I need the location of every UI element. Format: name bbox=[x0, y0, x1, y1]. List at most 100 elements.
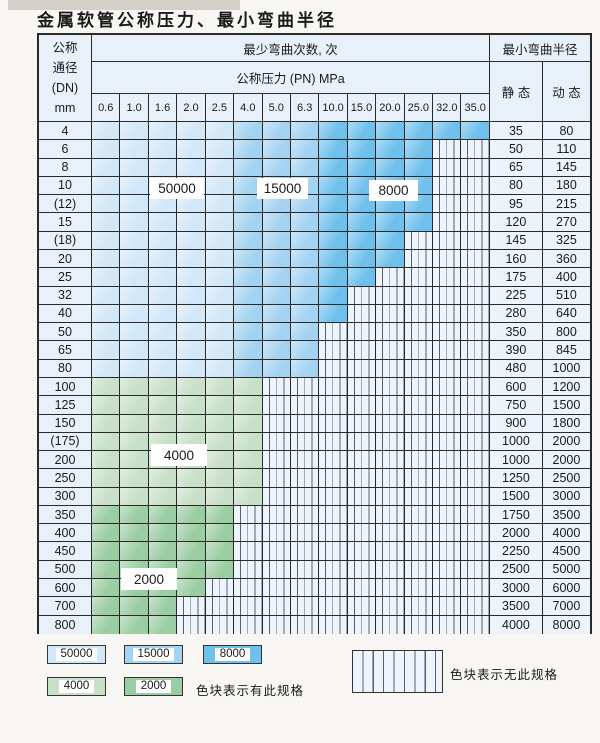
spec-cell bbox=[262, 304, 291, 324]
spec-cell bbox=[148, 304, 178, 324]
table-row: 150 900 1800 bbox=[39, 414, 590, 433]
spec-cell bbox=[205, 341, 235, 360]
spec-cell bbox=[262, 286, 291, 305]
spec-cell bbox=[92, 158, 121, 177]
no-spec-cell bbox=[319, 396, 348, 415]
no-spec-cell bbox=[205, 597, 235, 616]
pressure-col-header: 2.0 bbox=[177, 94, 206, 122]
dn-cell: 250 bbox=[39, 469, 92, 488]
dn-header-line: 通径 bbox=[52, 61, 78, 75]
no-spec-cell bbox=[262, 579, 291, 598]
dn-cell: 350 bbox=[39, 505, 92, 525]
no-spec-cell bbox=[404, 286, 434, 305]
no-spec-cell bbox=[461, 487, 490, 506]
no-spec-cell bbox=[461, 231, 490, 250]
static-value-cell: 80 bbox=[489, 176, 543, 196]
spec-cell bbox=[205, 323, 235, 342]
no-spec-cell bbox=[404, 579, 434, 598]
static-value-cell: 350 bbox=[489, 323, 543, 342]
legend-swatch: 2000 bbox=[124, 677, 183, 696]
table-row: 20 160 360 bbox=[39, 249, 590, 269]
spec-cell bbox=[205, 396, 235, 415]
spec-cell bbox=[177, 140, 206, 159]
no-spec-cell bbox=[404, 505, 434, 525]
no-spec-cell bbox=[433, 249, 462, 269]
no-spec-cell bbox=[262, 396, 291, 415]
no-spec-cell bbox=[461, 359, 490, 378]
spec-cell bbox=[120, 615, 149, 634]
static-value-cell: 1000 bbox=[489, 451, 543, 470]
spec-cell bbox=[347, 122, 377, 141]
pressure-col-header: 35.0 bbox=[461, 94, 490, 122]
dn-cell: 80 bbox=[39, 359, 92, 378]
no-spec-cell bbox=[461, 377, 490, 397]
spec-cell bbox=[120, 304, 149, 324]
spec-cell bbox=[262, 341, 291, 360]
spec-cell bbox=[234, 268, 263, 287]
no-spec-cell bbox=[262, 432, 291, 452]
spec-cell bbox=[205, 432, 235, 452]
no-spec-cell bbox=[290, 505, 320, 525]
no-spec-cell bbox=[404, 542, 434, 561]
static-header: 静 态 bbox=[490, 62, 543, 122]
no-spec-cell bbox=[433, 341, 462, 360]
table-row: 32 225 510 bbox=[39, 286, 590, 305]
spec-cell bbox=[347, 158, 377, 177]
no-spec-cell bbox=[461, 414, 490, 433]
table-row: 400 2000 4000 bbox=[39, 524, 590, 543]
spec-cell bbox=[148, 286, 178, 305]
no-spec-cell bbox=[347, 304, 377, 324]
no-spec-cell bbox=[376, 432, 405, 452]
no-spec-cell bbox=[404, 451, 434, 470]
legend-swatch: 50000 bbox=[47, 645, 106, 664]
dynamic-value-cell: 640 bbox=[542, 304, 590, 324]
table-row: 50 350 800 bbox=[39, 323, 590, 342]
no-spec-cell bbox=[347, 524, 377, 543]
spec-cell bbox=[177, 323, 206, 342]
no-spec-cell bbox=[461, 158, 490, 177]
spec-cell bbox=[120, 213, 149, 232]
dn-cell: 450 bbox=[39, 542, 92, 561]
static-value-cell: 480 bbox=[489, 359, 543, 378]
no-spec-cell bbox=[404, 359, 434, 378]
spec-cell bbox=[92, 414, 121, 433]
spec-cell bbox=[148, 542, 178, 561]
spec-cell bbox=[177, 560, 206, 580]
spec-cell bbox=[120, 396, 149, 415]
no-spec-cell bbox=[262, 451, 291, 470]
spec-cell bbox=[177, 414, 206, 433]
spec-cell bbox=[319, 140, 348, 159]
spec-cell bbox=[234, 432, 263, 452]
dn-cell: 65 bbox=[39, 341, 92, 360]
no-spec-cell bbox=[461, 432, 490, 452]
no-spec-cell bbox=[433, 304, 462, 324]
spec-cell bbox=[177, 542, 206, 561]
spec-cell bbox=[205, 524, 235, 543]
table-row: 40 280 640 bbox=[39, 304, 590, 324]
no-spec-cell bbox=[461, 268, 490, 287]
no-spec-cell bbox=[433, 505, 462, 525]
no-spec-cell bbox=[290, 542, 320, 561]
spec-cell bbox=[120, 158, 149, 177]
spec-cell bbox=[404, 140, 434, 159]
spec-cell bbox=[177, 505, 206, 525]
spec-cell bbox=[92, 122, 121, 141]
spec-cell bbox=[177, 524, 206, 543]
dynamic-value-cell: 1200 bbox=[542, 377, 590, 397]
spec-cell bbox=[92, 341, 121, 360]
static-value-cell: 120 bbox=[489, 213, 543, 232]
no-spec-cell bbox=[376, 542, 405, 561]
spec-cell bbox=[120, 122, 149, 141]
spec-cell bbox=[148, 359, 178, 378]
dn-cell: 6 bbox=[39, 140, 92, 159]
no-spec-cell bbox=[319, 432, 348, 452]
table-row: 15 120 270 bbox=[39, 213, 590, 232]
table-row: 300 1500 3000 bbox=[39, 487, 590, 506]
no-spec-cell bbox=[319, 469, 348, 488]
spec-cell bbox=[290, 304, 320, 324]
no-spec-cell bbox=[234, 505, 263, 525]
spec-cell bbox=[120, 359, 149, 378]
spec-cell bbox=[347, 213, 377, 232]
spec-cell bbox=[319, 213, 348, 232]
table-row: 200 1000 2000 bbox=[39, 451, 590, 470]
